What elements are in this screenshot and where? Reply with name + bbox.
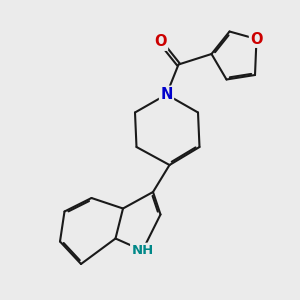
Text: O: O (154, 34, 167, 50)
Text: NH: NH (131, 244, 154, 257)
Text: O: O (250, 32, 263, 46)
Text: N: N (160, 87, 173, 102)
